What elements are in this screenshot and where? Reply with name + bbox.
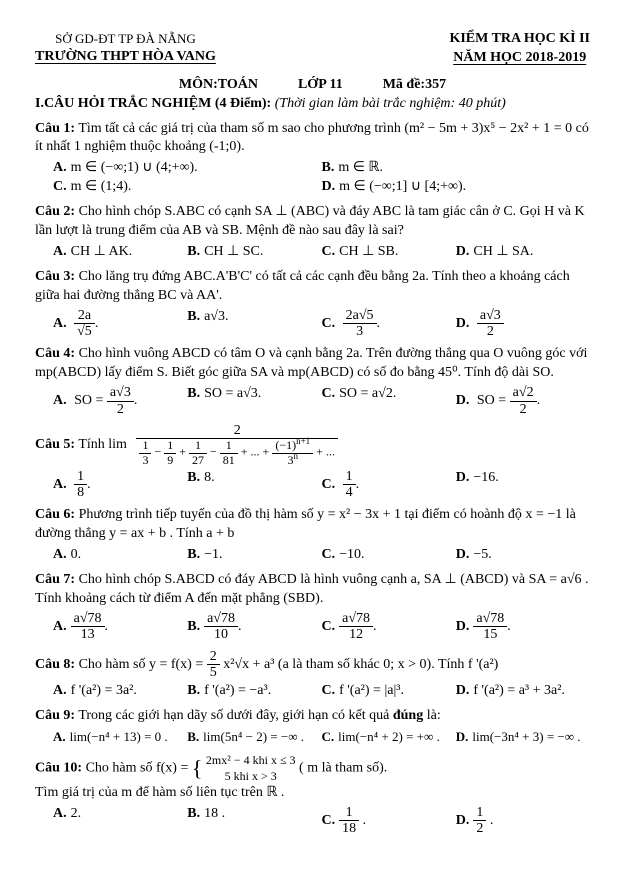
question-8: Câu 8: Cho hàm số y = f(x) = 25 x²√x + a… [35,649,590,702]
question-4: Câu 4: Cho hình vuông ABCD có tâm O và c… [35,345,590,417]
q3-d-frac: a√32 [477,308,504,340]
opt-d-label: D. [322,179,336,194]
q10-text-pre: Cho hàm số f(x) = [86,760,192,775]
question-10: Câu 10: Cho hàm số f(x) = { 2mx² − 4 khi… [35,752,590,837]
q2-text: Cho hình chóp S.ABC có cạnh SA ⊥ (ABC) v… [35,204,585,238]
q8-label: Câu 8: [35,657,75,672]
q5-options: A. 18. B.8. C. 14. D.−16. [53,469,590,501]
subject-row: MÔN:TOÁN LỚP 11 Mã đề:357 [35,76,590,95]
q3-c-frac: 2a√53 [343,308,377,340]
q9-label: Câu 9: [35,708,75,723]
q7-options: A.a√7813. B.a√7810. C.a√7812. D.a√7815. [53,611,590,643]
school-line: TRƯỜNG THPT HÒA VANG [35,48,216,67]
q10-cases: 2mx² − 4 khi x ≤ 3 5 khi x > 3 [206,752,296,784]
q5-d: −16. [473,470,498,485]
q1-c: m ∈ (1;4). [71,179,132,194]
q3-text: Cho lăng trụ đứng ABC.A'B'C' có tất cả c… [35,269,570,303]
q3-b: a√3. [204,309,228,324]
opt-a-label: A. [53,160,67,175]
q3-a-frac: 2a√5 [74,308,95,340]
q4-b: SO = a√3. [204,386,261,401]
header-right: KIỂM TRA HỌC KÌ II NĂM HỌC 2018-2019 [449,30,590,68]
question-7: Câu 7: Cho hình chóp S.ABCD có đáy ABCD … [35,571,590,643]
section-1-header: I.CÂU HỎI TRẮC NGHIỆM (4 Điểm): (Thời gi… [35,95,590,114]
q4-options: A. SO = a√32. B.SO = a√3. C.SO = a√2. D.… [53,385,590,417]
question-1: Câu 1: Tìm tất cả các giá trị của tham s… [35,120,590,198]
q5-text: Tính lim [78,437,127,452]
q6-options: A.0. B.−1. C.−10. D.−5. [53,546,590,565]
exam-title: KIỂM TRA HỌC KÌ II [449,30,590,49]
q3-label: Câu 3: [35,269,75,284]
q2-d: CH ⊥ SA. [473,244,533,259]
q4-label: Câu 4: [35,346,75,361]
q1-options: A. m ∈ (−∞;1) ∪ (4;+∞). B.m ∈ ℝ. C. m ∈ (1… [53,159,590,197]
q1-label: Câu 1: [35,121,75,136]
q2-a: CH ⊥ AK. [71,244,133,259]
q10-text-post: ( m là tham số). [299,760,387,775]
exam-year: NĂM HỌC 2018-2019 [449,49,590,68]
q7-text: Cho hình chóp S.ABCD có đáy ABCD là hình… [35,572,589,606]
q10-options: A.2. B.18 . C.118 . D.12 . [53,805,590,837]
q1-b: m ∈ ℝ. [338,160,383,175]
q8-options: A.f '(a²) = 3a². B.f '(a²) = −a³. C.f '(… [53,682,590,701]
q4-text: Cho hình vuông ABCD có tâm O và cạnh bằn… [35,346,587,380]
q9-options: A.lim(−n⁴ + 13) = 0 . B.lim(5n⁴ − 2) = −… [53,728,590,746]
question-5: Câu 5: Tính lim 2 13 − 19 + 127 − 181 + … [35,423,590,501]
q1-a: m ∈ (−∞;1) ∪ (4;+∞). [71,160,198,175]
q10-label: Câu 10: [35,760,82,775]
q5-b: 8. [204,470,215,485]
q1-text: Tìm tất cả các giá trị của tham số m sao… [35,121,589,155]
opt-b-label: B. [322,160,335,175]
q5-den: 13 − 19 + 127 − 181 + ... + (−1)n+13n + … [136,439,338,466]
subject-lop: LỚP 11 [298,76,343,95]
brace-icon: { [192,755,203,780]
section-1-title: I.CÂU HỎI TRẮC NGHIỆM (4 Điểm): [35,96,271,111]
q5-label: Câu 5: [35,437,75,452]
question-6: Câu 6: Phương trình tiếp tuyến của đồ th… [35,506,590,565]
question-2: Câu 2: Cho hình chóp S.ABC có cạnh SA ⊥ … [35,203,590,262]
q2-label: Câu 2: [35,204,75,219]
q2-options: A.CH ⊥ AK. B.CH ⊥ SC. C.CH ⊥ SB. D.CH ⊥ … [53,243,590,262]
q10-line2: Tìm giá trị của m để hàm số liên tục trê… [35,784,590,803]
opt-c-label: C. [53,179,67,194]
q5-main-frac: 2 13 − 19 + 127 − 181 + ... + (−1)n+13n … [136,423,338,467]
org-line: SỞ GD-ĐT TP ĐÀ NẴNG [35,30,216,48]
q4-c: SO = a√2. [339,386,396,401]
subject-mon: MÔN:TOÁN [179,76,258,95]
subject-made: Mã đề:357 [383,76,446,95]
q2-c: CH ⊥ SB. [339,244,398,259]
q3-options: A. 2a√5. B.a√3. C. 2a√53. D. a√32 [53,308,590,340]
q6-text: Phương trình tiếp tuyến của đồ thị hàm s… [35,507,576,541]
q1-d: m ∈ (−∞;1] ∪ [4;+∞). [339,179,466,194]
q6-label: Câu 6: [35,507,75,522]
q2-b: CH ⊥ SC. [204,244,263,259]
header: SỞ GD-ĐT TP ĐÀ NẴNG TRƯỜNG THPT HÒA VANG… [35,30,590,68]
q8-text-post: x²√x + a³ (a là tham số khác 0; x > 0). … [223,657,498,672]
q8-text-pre: Cho hàm số y = f(x) = [79,657,207,672]
q9-text: Trong các giới hạn dãy số dưới đây, giới… [78,708,393,723]
question-9: Câu 9: Trong các giới hạn dãy số dưới đâ… [35,707,590,745]
question-3: Câu 3: Cho lăng trụ đứng ABC.A'B'C' có t… [35,268,590,340]
section-1-note: (Thời gian làm bài trắc nghiệm: 40 phút) [275,96,506,111]
header-left: SỞ GD-ĐT TP ĐÀ NẴNG TRƯỜNG THPT HÒA VANG [35,30,216,68]
q7-label: Câu 7: [35,572,75,587]
